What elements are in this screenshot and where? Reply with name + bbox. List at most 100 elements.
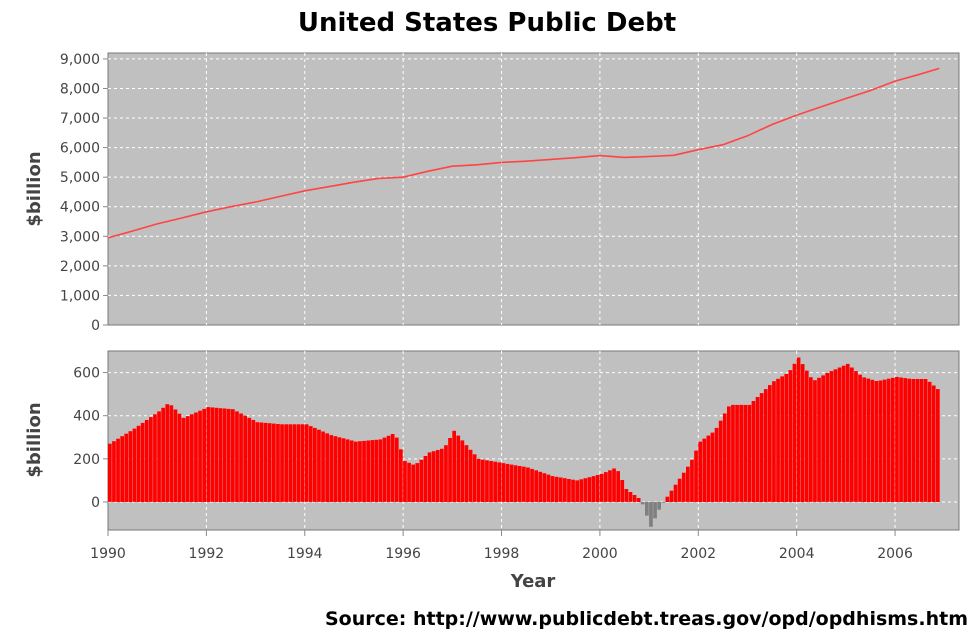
deficit-bar [485,460,489,502]
deficit-bar [903,378,907,502]
deficit-bar [452,430,456,502]
deficit-bar [735,404,739,502]
deficit-bar [878,380,883,502]
deficit-bar [317,429,321,502]
deficit-bar [759,393,764,502]
deficit-bar [681,472,686,502]
deficit-bar [936,389,940,502]
deficit-bar [599,473,604,502]
debt-ytick-label: 8,000 [60,81,100,97]
deficit-bar [665,496,670,502]
deficit-bar [505,463,510,502]
deficit-bar [714,427,719,502]
deficit-bar [509,464,514,502]
deficit-bar [349,440,354,502]
deficit-bar [198,410,202,502]
deficit-bar [526,467,530,502]
debt-gridlines [108,53,959,325]
deficit-bar [604,472,608,502]
deficit-bar [591,476,596,502]
deficit-bar [792,363,797,502]
deficit-bar [653,502,657,519]
deficit-bar [673,484,678,502]
x-tick-label: 1996 [385,546,421,562]
deficit-bar [431,451,436,502]
deficit-bar [796,357,801,502]
deficit-bar [128,431,133,502]
deficit-bar [464,445,469,502]
deficit-bar [337,437,342,502]
deficit-bar [587,477,592,502]
deficit-bar [468,449,473,502]
deficit-bar [460,440,465,502]
deficit-bar [120,436,124,502]
debt-ytick-label: 7,000 [60,111,100,127]
debt-y-axis-label: $billion [24,151,45,226]
deficit-bar [276,424,280,502]
deficit-bar [706,435,711,502]
deficit-ytick-label: 200 [73,452,100,468]
deficit-bar [534,470,538,502]
deficit-bar [755,397,760,502]
deficit-bar [747,404,752,502]
deficit-bar [722,413,727,502]
deficit-bar [821,375,825,502]
deficit-ytick-label: 600 [73,366,100,382]
deficit-bar [698,441,702,502]
deficit-bar [214,407,219,502]
deficit-bar [624,489,629,502]
deficit-bar [829,371,834,502]
deficit-y-ticks: 0 200 400 600 [73,366,108,511]
deficit-bar [731,404,735,502]
deficit-bar [886,378,891,502]
deficit-bar [493,461,497,502]
deficit-bar [911,379,916,502]
deficit-bar [809,377,813,502]
deficit-bar [288,424,293,502]
deficit-bar [259,422,264,502]
deficit-bar [399,449,403,502]
deficit-bar [153,414,157,502]
deficit-bar [386,435,391,502]
deficit-bar [817,377,821,502]
debt-line [107,67,940,239]
deficit-bar [411,464,415,502]
deficit-y-axis-label: $billion [24,402,45,477]
deficit-bar [308,426,313,502]
deficit-bar [231,409,235,502]
deficit-bar [341,438,346,502]
source-note: Source: http://www.publicdebt.treas.gov/… [325,608,968,630]
deficit-bar [608,470,612,502]
deficit-bar [284,424,288,502]
deficit-bar [825,373,830,502]
deficit-bar [304,424,309,502]
x-tick-label: 2004 [779,546,815,562]
deficit-bar [325,433,329,502]
deficit-ytick-label: 400 [73,409,100,425]
deficit-bar [190,414,194,502]
deficit-bar [185,416,190,502]
deficit-bar [157,411,161,502]
deficit-bar [489,461,493,502]
deficit-bar [501,463,506,502]
deficit-bar [513,465,518,502]
deficit-ytick-label: 0 [91,495,100,511]
deficit-bar [235,411,239,502]
deficit-bar [296,424,301,502]
deficit-bar [870,379,875,502]
deficit-bar [718,420,723,502]
deficit-bar [845,363,850,502]
deficit-gridlines [108,351,959,530]
deficit-bar [378,439,383,502]
deficit-bar [226,408,231,502]
deficit-bar [206,407,211,502]
debt-ytick-label: 9,000 [60,52,100,68]
deficit-bar [530,468,534,502]
deficit-bar [768,385,772,502]
deficit-bar [919,379,924,502]
deficit-bar [874,381,879,502]
deficit-bar [862,377,866,502]
debt-ytick-label: 3,000 [60,229,100,245]
x-tick-label: 1994 [287,546,323,562]
